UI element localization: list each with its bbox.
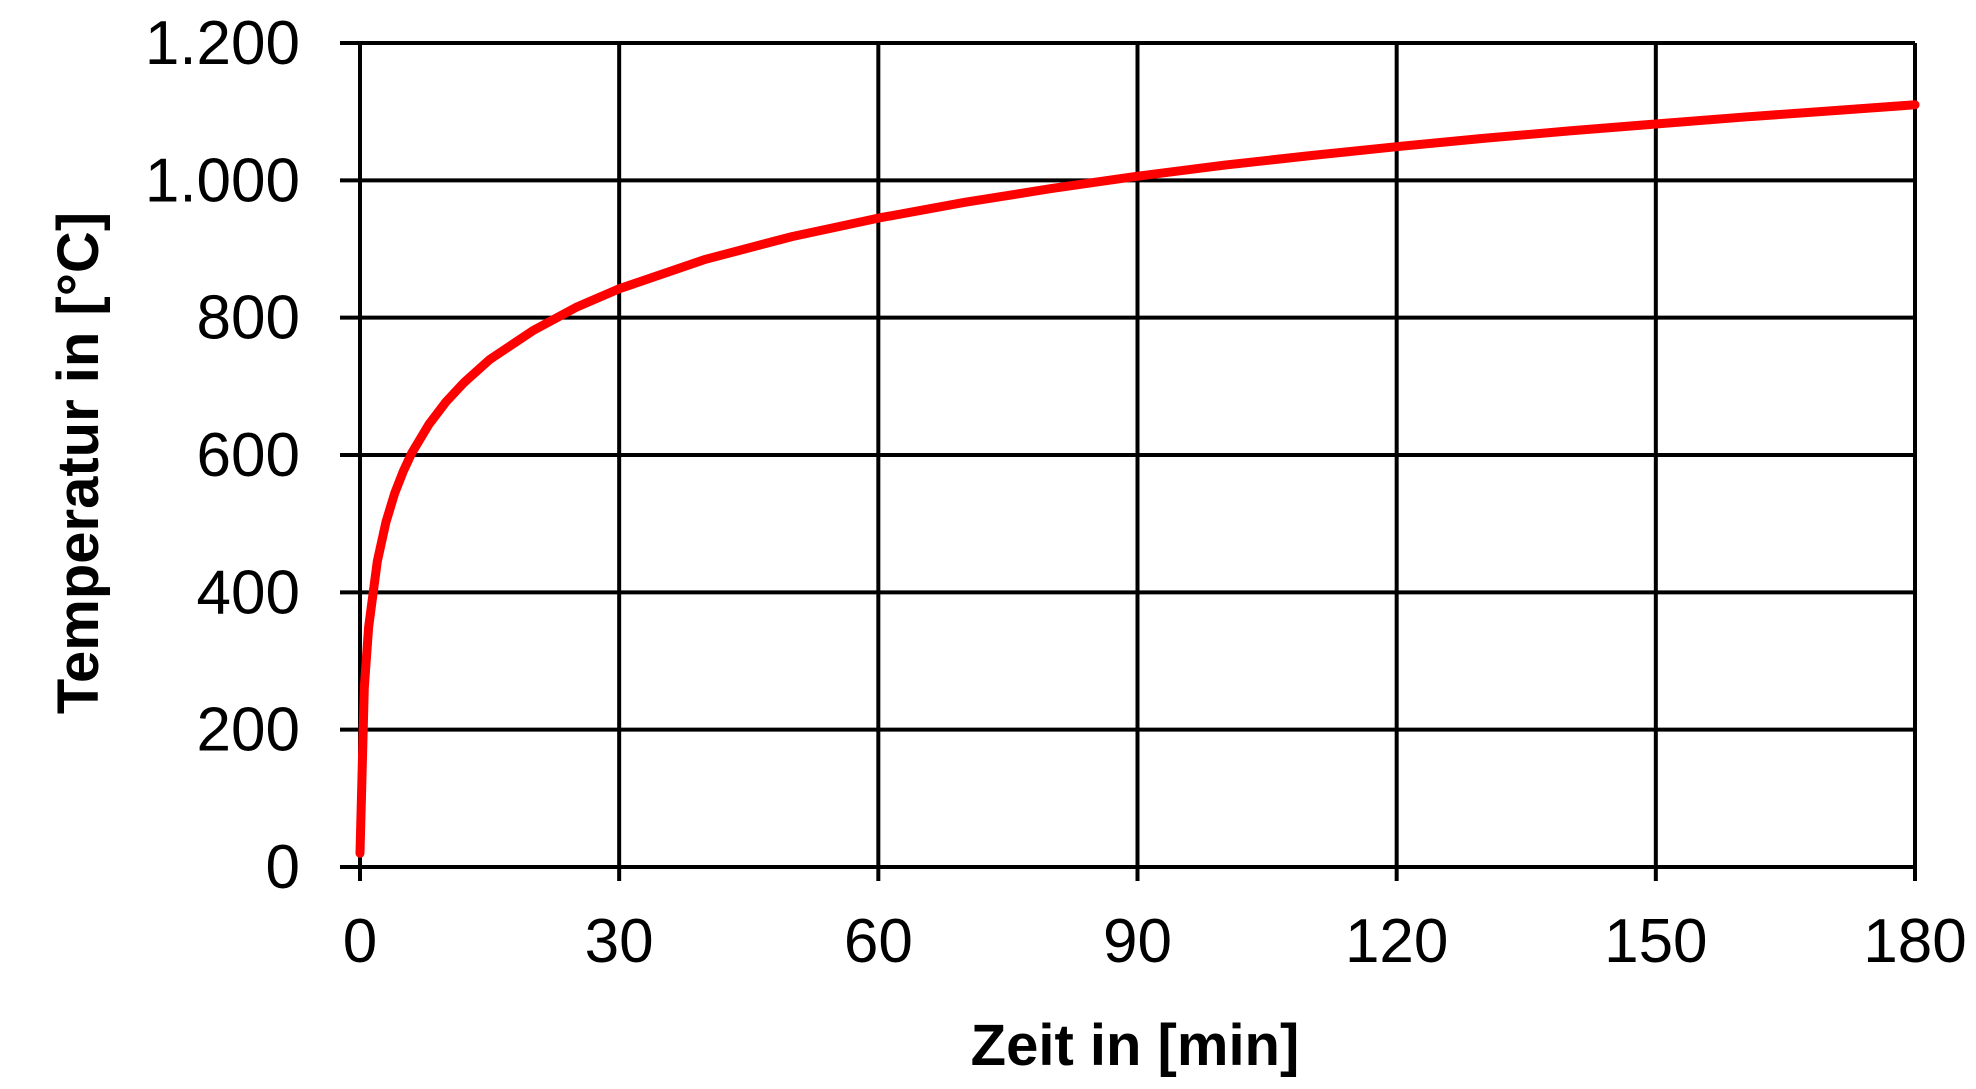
x-tick-labels: 0 30 60 90 120 150 180 (343, 907, 1967, 976)
x-tick-label: 60 (844, 907, 913, 976)
y-tick-label: 800 (197, 284, 300, 353)
x-tick-label: 120 (1345, 907, 1448, 976)
y-tick-label: 200 (197, 696, 300, 765)
y-tick-labels: 0 200 400 600 800 1.000 1.200 (145, 9, 300, 902)
x-tick-label: 90 (1103, 907, 1172, 976)
grid-lines (340, 41, 1917, 881)
y-tick-label: 1.200 (145, 9, 300, 78)
x-tick-label: 180 (1863, 907, 1966, 976)
y-tick-label: 0 (266, 833, 300, 902)
x-tick-label: 30 (585, 907, 654, 976)
x-axis-title: Zeit in [min] (971, 1013, 1300, 1078)
temperature-curve (355, 100, 1920, 858)
y-tick-label: 1.000 (145, 146, 300, 215)
x-tick-label: 0 (343, 907, 377, 976)
series-lines (355, 100, 1920, 858)
x-tick-label: 150 (1604, 907, 1707, 976)
y-tick-label: 600 (197, 421, 300, 490)
y-axis-title: Temperatur in [°C] (46, 212, 111, 714)
y-tick-label: 400 (197, 558, 300, 627)
